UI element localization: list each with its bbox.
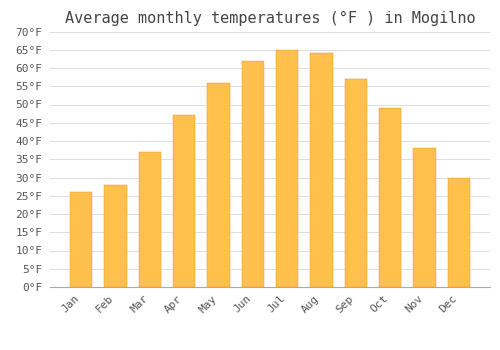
Bar	[310, 54, 332, 287]
Bar	[104, 185, 126, 287]
Bar	[414, 148, 436, 287]
Bar	[242, 61, 264, 287]
Title: Average monthly temperatures (°F ) in Mogilno: Average monthly temperatures (°F ) in Mo…	[64, 11, 476, 26]
Bar	[379, 108, 402, 287]
Bar	[448, 177, 470, 287]
Bar	[344, 79, 367, 287]
Bar	[208, 83, 230, 287]
Bar	[70, 192, 92, 287]
Bar	[173, 116, 196, 287]
Bar	[138, 152, 161, 287]
Bar	[276, 50, 298, 287]
